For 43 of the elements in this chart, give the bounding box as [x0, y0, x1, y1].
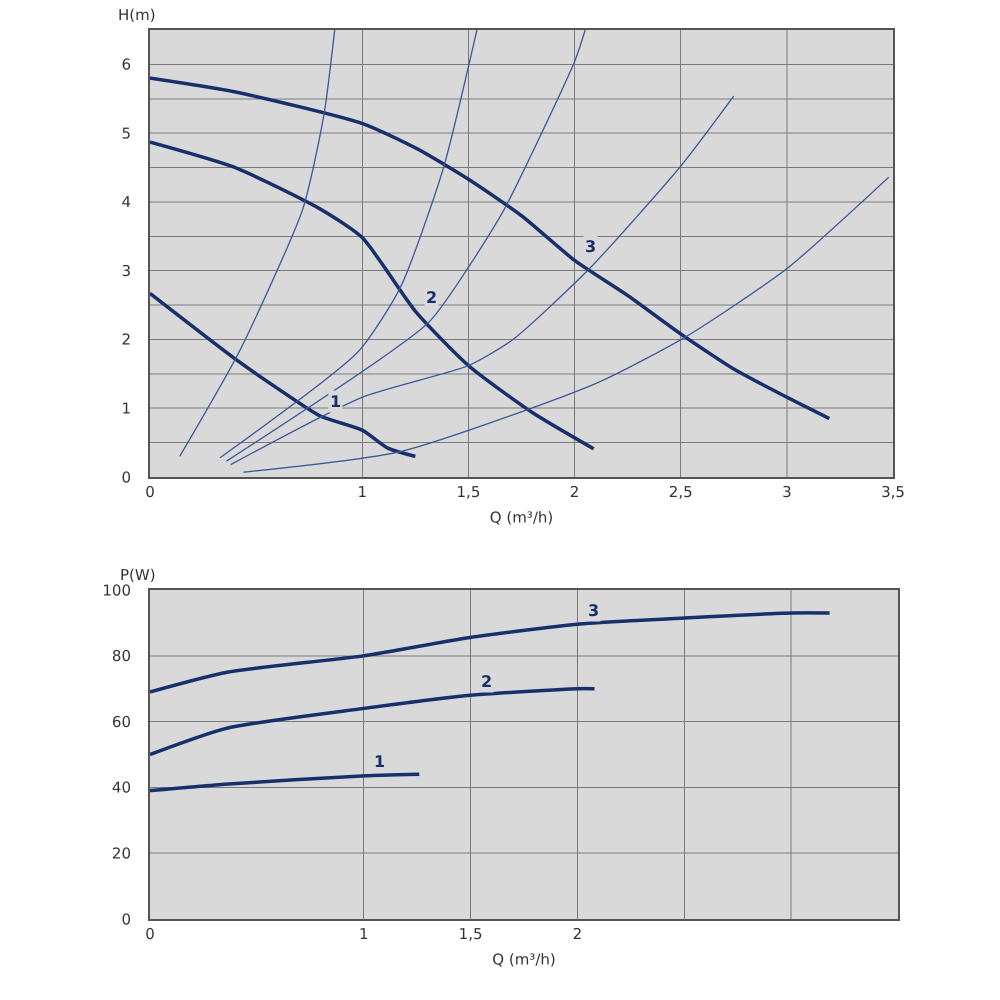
x-tick-label: 1	[358, 483, 368, 501]
x-tick-label: 3	[782, 483, 792, 501]
y-tick-label: 5	[121, 124, 131, 142]
line-series	[150, 292, 418, 458]
line-series	[226, 30, 586, 462]
y-tick-label: 1	[121, 399, 131, 418]
line-series	[242, 176, 890, 473]
line-series	[219, 30, 478, 458]
line-series	[150, 686, 596, 756]
series-label: 3	[585, 237, 596, 256]
y-tick-label: 60	[112, 712, 131, 731]
x-tick-label: 2,5	[668, 483, 693, 501]
y-tick-label: 100	[102, 581, 131, 600]
line-series	[150, 140, 596, 451]
y-tick-label: 3	[121, 262, 131, 280]
y-tick-label: 6	[121, 56, 131, 74]
y-tick-label: 80	[112, 647, 131, 666]
x-tick-label: 0	[145, 925, 155, 943]
x-axis-title: Q (m³/h)	[490, 508, 554, 526]
x-tick-label: 2	[570, 483, 580, 501]
x-tick-label: 3,5	[881, 483, 905, 501]
x-tick-label: 0	[145, 483, 155, 501]
x-tick-label: 1	[358, 925, 368, 943]
series-label: 1	[330, 392, 342, 411]
line-series	[150, 76, 832, 420]
series-label: 1	[374, 752, 386, 771]
y-tick-label: 20	[112, 844, 131, 862]
series-label: 2	[426, 288, 438, 307]
y-tick-label: 2	[121, 330, 131, 349]
y-axis-title: H(m)	[118, 6, 156, 24]
series-label: 3	[588, 601, 600, 620]
line-series	[230, 95, 734, 466]
y-tick-label: 0	[121, 910, 131, 928]
y-tick-label: 0	[121, 468, 131, 486]
x-tick-label: 1,5	[456, 483, 480, 501]
y-tick-label: 4	[121, 193, 131, 212]
line-series	[150, 772, 422, 792]
y-tick-label: 40	[112, 778, 131, 797]
x-tick-label: 1,5	[458, 925, 482, 943]
x-axis-title: Q (m³/h)	[492, 950, 556, 968]
y-axis-title: P(W)	[120, 566, 156, 584]
series-label: 2	[481, 672, 492, 691]
x-tick-label: 2	[572, 925, 582, 943]
